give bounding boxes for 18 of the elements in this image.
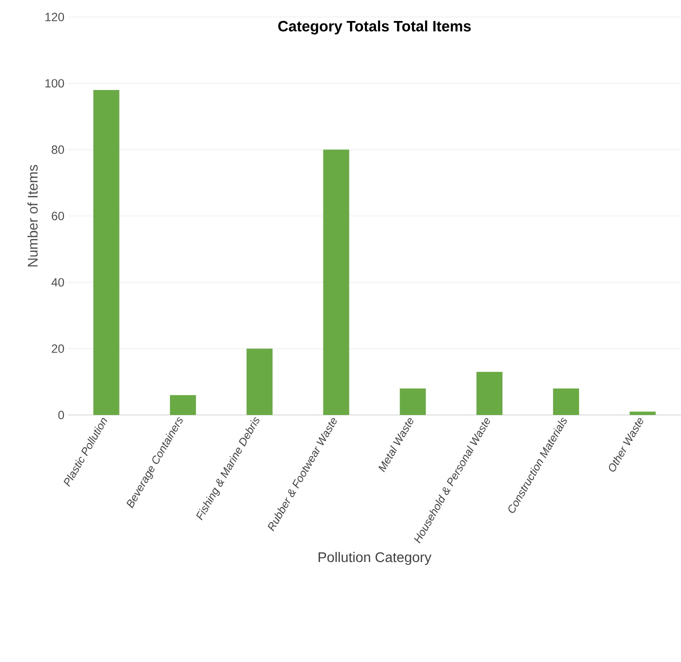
bar [323, 150, 350, 415]
bar [170, 395, 196, 415]
y-tick-label: 120 [45, 12, 64, 22]
bar [476, 372, 502, 415]
y-tick-label: 0 [58, 410, 64, 420]
y-axis-title: Number of Items [27, 164, 38, 266]
bar [246, 348, 273, 415]
y-tick-label: 80 [52, 145, 64, 154]
x-axis-title: Pollution Category [318, 552, 432, 565]
y-tick-label: 20 [52, 344, 64, 353]
bar [630, 412, 656, 415]
y-tick-label: 60 [52, 212, 64, 220]
bar [400, 388, 426, 415]
bar [93, 90, 120, 415]
chart-title: Category Totals Total Items [278, 20, 471, 34]
y-tick-label: 100 [45, 79, 64, 88]
bar [553, 388, 580, 415]
y-tick-label: 40 [51, 278, 64, 287]
